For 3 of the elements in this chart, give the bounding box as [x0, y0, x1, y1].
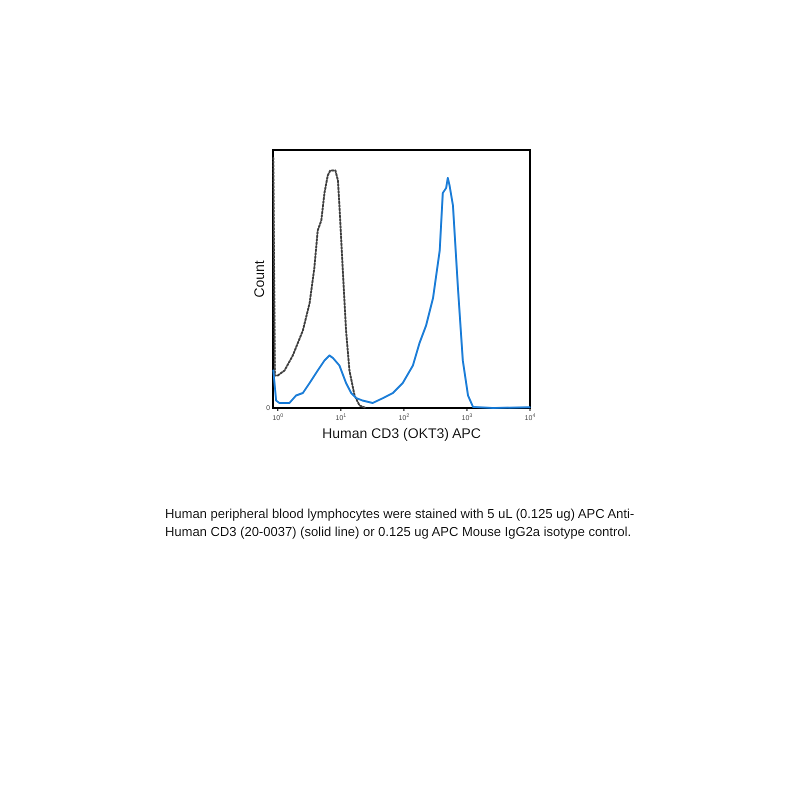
y-axis-title: Count [251, 260, 267, 298]
text: Human peripheral blood lymphocytes were stained with 5 uL (0.125 ug) APC Anti-Human CD3 (20-0037) (solid line) or 0.125 ug APC Mouse IgG2a isotype control. [165, 505, 635, 541]
x-axis-title: Human CD3 (OKT3) APC [322, 425, 481, 441]
